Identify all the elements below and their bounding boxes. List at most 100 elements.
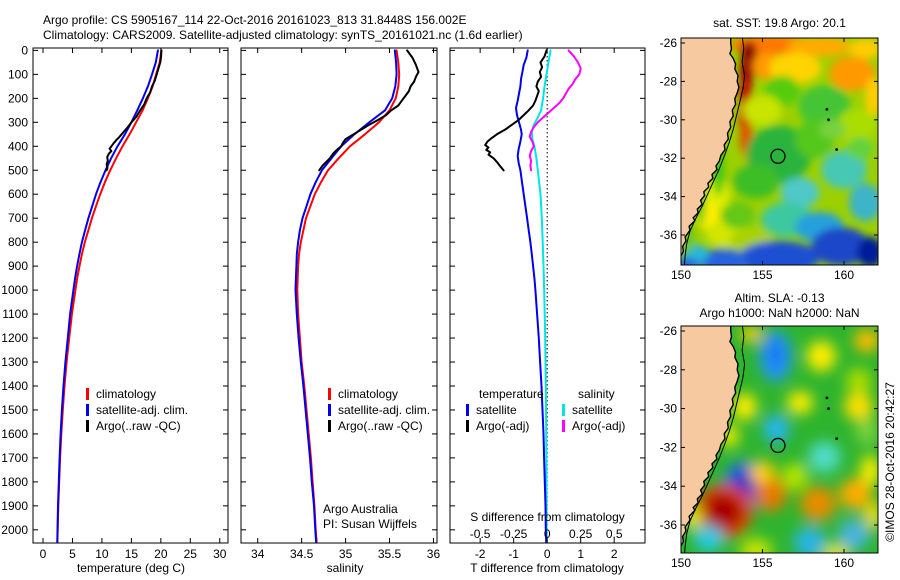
island-dot <box>827 407 830 410</box>
depth-tick-label: 700 <box>8 211 28 225</box>
salinity-axis-label: salinity <box>326 561 364 575</box>
x-tick-label: -1 <box>508 547 519 561</box>
lat-tick-label: -34 <box>660 190 678 204</box>
legend-salinity-panel: climatology satellite-adj. clim. Argo(..… <box>328 386 430 434</box>
sla-map-title: Altim. SLA: -0.13 <box>734 291 825 305</box>
field-blob <box>782 462 809 491</box>
depth-tick-label: 400 <box>8 139 28 153</box>
ocean-field-sst <box>681 38 878 265</box>
s-difference-axis-label: S difference from climatology <box>470 510 625 524</box>
legend-row-argo-raw: Argo(..raw -QC) <box>328 418 430 434</box>
field-blob <box>721 202 755 230</box>
depth-tick-label: 1600 <box>1 427 28 441</box>
depth-tick-label: 1500 <box>1 403 28 417</box>
temperature-axis-label: temperature (deg C) <box>76 561 186 575</box>
field-blob <box>793 526 827 553</box>
field-blob <box>681 258 699 265</box>
land-polygon <box>681 326 740 553</box>
s-diff-tick-label: 0 <box>544 527 551 541</box>
depth-tick-label: 0 <box>21 43 28 57</box>
lon-tick-label: 150 <box>671 268 691 282</box>
x-tick-label: 34.5 <box>290 547 314 561</box>
x-tick-label: 15 <box>125 547 139 561</box>
x-tick-label: 36 <box>427 547 441 561</box>
lat-tick-label: -26 <box>660 324 678 338</box>
map-clipped-group-sst <box>681 38 878 265</box>
field-blob <box>844 393 874 421</box>
x-tick-label: 5 <box>69 547 76 561</box>
argo-raw-line-swatch <box>328 420 331 432</box>
lat-tick-label: -36 <box>660 228 678 242</box>
field-blob <box>780 177 820 209</box>
field-blob <box>837 108 877 143</box>
depth-tick-label: 1400 <box>1 379 28 393</box>
legend-label-satellite-t: satellite <box>476 403 517 417</box>
legend-row-satellite-t: satellite <box>466 402 544 418</box>
island-dot <box>825 396 829 400</box>
lat-tick-label: -32 <box>660 440 678 454</box>
field-blob <box>829 56 875 91</box>
field-blob <box>738 240 820 265</box>
argo-float-marker <box>770 148 786 164</box>
field-blob <box>769 52 822 84</box>
depth-tick-label: 1800 <box>1 475 28 489</box>
profile-line-satellite-adj-clim- <box>56 49 159 543</box>
island-dot <box>835 148 839 151</box>
depth-tick-label: 800 <box>8 235 28 249</box>
lon-tick-label: 155 <box>752 556 772 570</box>
pi-annotation-line2: PI: Susan Wijffels <box>323 517 417 531</box>
s-diff-tick-label: -0.5 <box>470 527 491 541</box>
lat-tick-label: -34 <box>660 479 678 493</box>
climatology-line-swatch <box>86 388 89 400</box>
depth-tick-label: 600 <box>8 187 28 201</box>
legend-row-climatology: climatology <box>86 386 188 402</box>
depth-tick-label: 1000 <box>1 283 28 297</box>
figure-title-line1: Argo profile: CS 5905167_114 22-Oct-2016… <box>43 13 467 27</box>
depth-tick-label: 1700 <box>1 451 28 465</box>
x-tick-label: 1 <box>577 547 584 561</box>
depth-tick-label: 1200 <box>1 331 28 345</box>
s-diff-tick-label: 0.25 <box>569 527 593 541</box>
land-polygon <box>681 38 740 264</box>
x-tick-label: 0 <box>40 547 47 561</box>
field-blob <box>786 391 814 415</box>
field-blob <box>839 478 872 510</box>
legend-label-climatology: climatology <box>96 387 157 401</box>
legend-diff-temperature-column: temperature satellite Argo(-adj) <box>466 386 544 434</box>
profile-line-satellite-s <box>530 49 552 543</box>
island-dot <box>835 437 839 441</box>
argo-adj-t-line-swatch <box>466 420 469 432</box>
satellite-clim-line-swatch <box>86 404 89 416</box>
depth-tick-label: 900 <box>8 259 28 273</box>
legend-diff-sal-header: salinity <box>578 387 615 401</box>
lat-tick-label: -36 <box>660 518 678 532</box>
panel-border <box>240 47 438 544</box>
depth-tick-label: 1100 <box>2 307 28 321</box>
depth-tick-label: 200 <box>8 91 28 105</box>
island-dot <box>827 118 830 122</box>
lon-tick-label: 160 <box>834 268 854 282</box>
field-blob <box>767 338 784 370</box>
field-blob <box>698 248 748 265</box>
t-difference-axis-label: T difference from climatology <box>470 561 624 575</box>
satellite-s-line-swatch <box>562 404 565 416</box>
lat-tick-label: -30 <box>660 113 678 127</box>
depth-tick-label: 500 <box>8 163 28 177</box>
legend-label-argo-adj-s: Argo(-adj) <box>572 419 626 433</box>
legend-label-climatology: climatology <box>338 387 399 401</box>
legend-diff-temp-header: temperature <box>479 387 544 401</box>
lat-tick-label: -26 <box>660 36 678 50</box>
field-blob <box>845 367 872 396</box>
depth-tick-label: 2000 <box>1 523 28 537</box>
field-blob <box>865 77 878 116</box>
field-blob <box>853 329 878 353</box>
x-tick-label: 35.5 <box>378 547 402 561</box>
satellite-clim-line-swatch <box>328 404 331 416</box>
x-tick-label: 2 <box>611 547 618 561</box>
legend-temperature-panel: climatology satellite-adj. clim. Argo(..… <box>86 386 188 434</box>
s-diff-tick-label: 0.5 <box>606 527 623 541</box>
field-blob <box>821 150 867 189</box>
field-blob <box>732 393 757 421</box>
